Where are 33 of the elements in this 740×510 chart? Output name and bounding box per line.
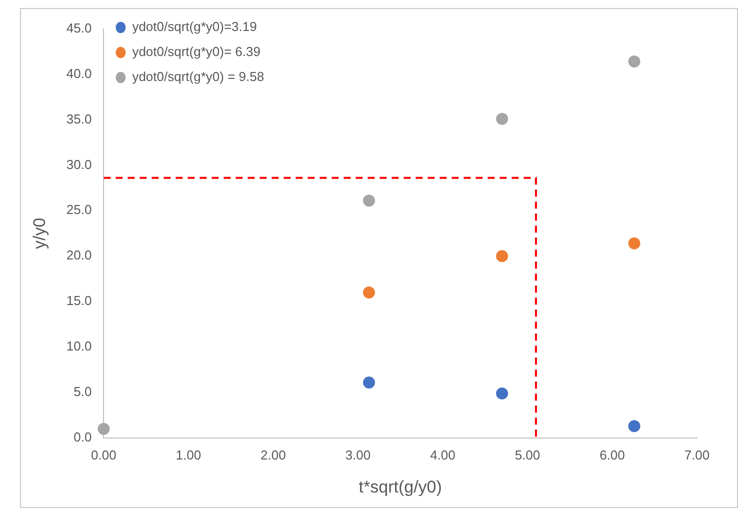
- y-tick-label: 20.0: [66, 248, 92, 263]
- y-tick-label: 35.0: [66, 111, 92, 126]
- legend-label: ydot0/sqrt(g*y0)= 6.39: [132, 44, 260, 60]
- y-tick-label: 0.0: [74, 430, 92, 445]
- x-tick-label: 0.00: [91, 447, 116, 462]
- point: [98, 422, 110, 435]
- y-tick-label: 25.0: [66, 202, 92, 218]
- point: [628, 420, 640, 432]
- point: [496, 112, 508, 125]
- y-tick-label: 30.0: [66, 156, 92, 172]
- point: [362, 286, 375, 299]
- point: [362, 194, 375, 207]
- x-tick-label: 5.00: [514, 447, 540, 462]
- legend-label: ydot0/sqrt(g*y0)=3.19: [132, 19, 257, 34]
- point: [496, 250, 508, 262]
- point: [628, 237, 640, 250]
- point: [496, 387, 508, 400]
- x-tick-label: 2.00: [260, 447, 286, 462]
- x-tick-label: 7.00: [684, 447, 710, 462]
- y-axis-title: y/y0: [30, 218, 49, 249]
- y-tick-label: 5.0: [74, 384, 92, 400]
- legend-label: ydot0/sqrt(g*y0) = 9.58: [132, 69, 264, 84]
- point: [628, 56, 640, 68]
- point: [362, 376, 375, 389]
- y-tick-label: 40.0: [66, 66, 92, 81]
- y-tick-label: 45.0: [66, 20, 92, 36]
- x-tick-label: 6.00: [600, 447, 625, 462]
- x-tick-label: 3.00: [345, 447, 371, 462]
- y-tick-label: 15.0: [66, 293, 92, 308]
- y-tick-label: 10.0: [66, 338, 92, 354]
- x-tick-label: 1.00: [176, 447, 202, 462]
- x-axis-title: t*sqrt(g/y0): [358, 477, 442, 496]
- x-tick-label: 4.00: [430, 447, 456, 462]
